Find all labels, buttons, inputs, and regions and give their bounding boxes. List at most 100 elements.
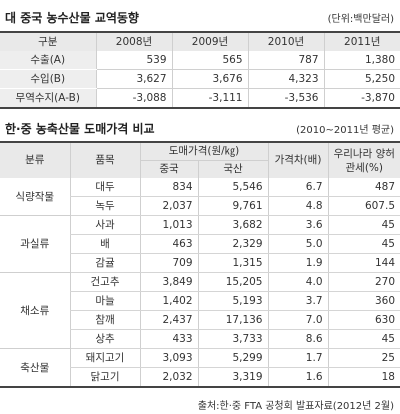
cell-value: -3,870 bbox=[323, 88, 400, 109]
table-row: 채소류 건고추 3,849 15,205 4.0 270 bbox=[0, 272, 400, 349]
table-row: 감귤 709 1,315 1.9 144 bbox=[0, 253, 400, 273]
item-cell: 대두 bbox=[69, 178, 140, 197]
tariff-cell: 25 bbox=[327, 348, 400, 368]
tariff-cell: 630 bbox=[327, 310, 400, 330]
tariff-cell: 18 bbox=[327, 367, 400, 388]
trade-table: 구분 2008년 2009년 2010년 2011년 수출(A) 539 565… bbox=[0, 31, 400, 109]
tariff-cell: 45 bbox=[327, 329, 400, 349]
cell-value: 1,380 bbox=[323, 51, 400, 70]
price-table-body: 식량작물 대두 834 5,546 6.7 487 녹두 2,037 9,761 4.8 607.5… bbox=[0, 178, 400, 388]
tariff-cell: 360 bbox=[327, 291, 400, 311]
tariff-cell: 45 bbox=[327, 234, 400, 254]
category-cell: 채소류 bbox=[0, 272, 70, 349]
cell-value: 3,627 bbox=[95, 69, 172, 89]
trade-header-label: 구분 bbox=[0, 31, 96, 51]
item-cell: 상추 bbox=[69, 329, 140, 349]
table-row: 수입(B) 3,627 3,676 4,323 5,250 bbox=[0, 69, 400, 89]
section1-title: 대 중국 농수산물 교역동향 bbox=[5, 11, 139, 25]
china-price-cell: 1,402 bbox=[139, 291, 198, 311]
cell-value: 565 bbox=[171, 51, 248, 70]
header-price: 도매가격(원/㎏) bbox=[139, 141, 268, 161]
korea-price-cell: 5,193 bbox=[197, 291, 268, 311]
item-cell: 건고추 bbox=[69, 272, 140, 292]
cell-value: 539 bbox=[95, 51, 172, 70]
china-price-cell: 2,437 bbox=[139, 310, 198, 330]
price-diff-cell: 7.0 bbox=[267, 310, 328, 330]
cell-value: 787 bbox=[247, 51, 324, 70]
korea-price-cell: 5,299 bbox=[197, 348, 268, 368]
header-china: 중국 bbox=[139, 160, 198, 178]
price-table-subheader: 중국 국산 bbox=[0, 160, 400, 178]
trade-header-year: 2011년 bbox=[323, 31, 400, 51]
cell-value: 4,323 bbox=[247, 69, 324, 89]
item-cell: 배 bbox=[69, 234, 140, 254]
china-price-cell: 1,013 bbox=[139, 215, 198, 235]
row-label: 수출(A) bbox=[0, 51, 96, 70]
china-price-cell: 709 bbox=[139, 253, 198, 273]
item-cell: 닭고기 bbox=[69, 367, 140, 388]
table-row: 축산물 돼지고기 3,093 5,299 1.7 25 bbox=[0, 348, 400, 388]
trade-header-year: 2009년 bbox=[171, 31, 248, 51]
header-korea: 국산 bbox=[197, 160, 268, 178]
trade-header-year: 2008년 bbox=[95, 31, 172, 51]
price-diff-cell: 1.9 bbox=[267, 253, 328, 273]
table-row: 무역수지(A-B) -3,088 -3,111 -3,536 -3,870 bbox=[0, 88, 400, 109]
price-table: 분류 품목 도매가격(원/㎏) 가격차(배) 우리나라 양허관세(%) 중국 국… bbox=[0, 141, 400, 388]
tariff-cell: 144 bbox=[327, 253, 400, 273]
row-label: 수입(B) bbox=[0, 69, 96, 89]
korea-price-cell: 9,761 bbox=[197, 196, 268, 216]
tariff-cell: 487 bbox=[327, 178, 400, 197]
row-label: 무역수지(A-B) bbox=[0, 88, 96, 109]
tariff-cell: 45 bbox=[327, 215, 400, 235]
trade-header-year: 2010년 bbox=[247, 31, 324, 51]
price-diff-cell: 6.7 bbox=[267, 178, 328, 197]
price-diff-cell: 3.7 bbox=[267, 291, 328, 311]
cell-value: -3,536 bbox=[247, 88, 324, 109]
china-price-cell: 3,093 bbox=[139, 348, 198, 368]
header-tariff: 우리나라 양허관세(%) bbox=[327, 141, 400, 178]
header-category: 분류 bbox=[0, 141, 70, 178]
header-diff: 가격차(배) bbox=[267, 141, 328, 178]
korea-price-cell: 2,329 bbox=[197, 234, 268, 254]
price-diff-cell: 1.7 bbox=[267, 348, 328, 368]
korea-price-cell: 15,205 bbox=[197, 272, 268, 292]
cell-value: 5,250 bbox=[323, 69, 400, 89]
category-cell: 과실류 bbox=[0, 215, 70, 273]
china-price-cell: 3,849 bbox=[139, 272, 198, 292]
item-cell: 돼지고기 bbox=[69, 348, 140, 368]
table-row: 마늘 1,402 5,193 3.7 360 bbox=[0, 291, 400, 311]
korea-price-cell: 3,682 bbox=[197, 215, 268, 235]
table-row: 과실류 사과 1,013 3,682 3.6 45 bbox=[0, 215, 400, 273]
tariff-cell: 607.5 bbox=[327, 196, 400, 216]
price-diff-cell: 5.0 bbox=[267, 234, 328, 254]
china-price-cell: 2,032 bbox=[139, 367, 198, 388]
item-cell: 감귤 bbox=[69, 253, 140, 273]
category-cell: 식량작물 bbox=[0, 178, 70, 216]
item-cell: 녹두 bbox=[69, 196, 140, 216]
price-diff-cell: 4.0 bbox=[267, 272, 328, 292]
table-row: 녹두 2,037 9,761 4.8 607.5 bbox=[0, 196, 400, 216]
price-diff-cell: 3.6 bbox=[267, 215, 328, 235]
cell-value: -3,088 bbox=[95, 88, 172, 109]
source-note: 출처:한·중 FTA 공청회 발표자료(2012년 2월) bbox=[197, 401, 394, 412]
item-cell: 사과 bbox=[69, 215, 140, 235]
header-item: 품목 bbox=[69, 141, 140, 178]
section2-period: (2010~2011년 평균) bbox=[296, 125, 394, 136]
korea-price-cell: 3,733 bbox=[197, 329, 268, 349]
table-row: 배 463 2,329 5.0 45 bbox=[0, 234, 400, 254]
section1-unit: (단위:백만달러) bbox=[327, 14, 394, 25]
korea-price-cell: 5,546 bbox=[197, 178, 268, 197]
china-price-cell: 433 bbox=[139, 329, 198, 349]
section2-title: 한·중 농축산물 도매가격 비교 bbox=[5, 122, 155, 136]
korea-price-cell: 3,319 bbox=[197, 367, 268, 388]
table-row: 식량작물 대두 834 5,546 6.7 487 bbox=[0, 178, 400, 216]
cell-value: -3,111 bbox=[171, 88, 248, 109]
table-row: 닭고기 2,032 3,319 1.6 18 bbox=[0, 367, 400, 388]
cell-value: 3,676 bbox=[171, 69, 248, 89]
korea-price-cell: 17,136 bbox=[197, 310, 268, 330]
price-diff-cell: 8.6 bbox=[267, 329, 328, 349]
table-row: 수출(A) 539 565 787 1,380 bbox=[0, 51, 400, 70]
table-row: 참깨 2,437 17,136 7.0 630 bbox=[0, 310, 400, 330]
table-row: 상추 433 3,733 8.6 45 bbox=[0, 329, 400, 349]
item-cell: 마늘 bbox=[69, 291, 140, 311]
